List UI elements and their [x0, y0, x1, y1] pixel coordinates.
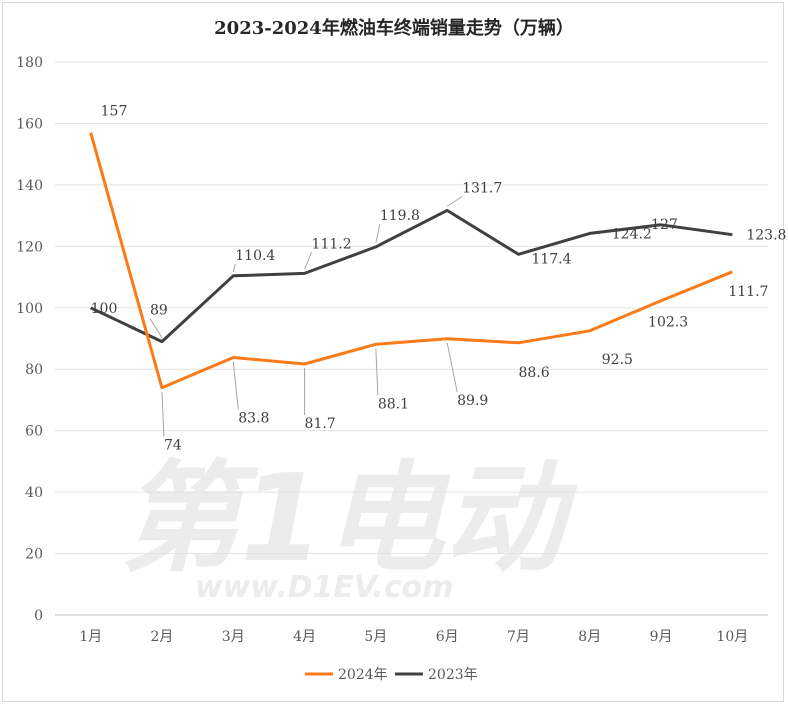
- x-tick-label: 3月: [222, 629, 245, 645]
- leader-lines: [149, 195, 463, 437]
- y-axis: 0 20 40 60 80 100 120 140 160 180: [16, 55, 43, 624]
- y-tick-label: 120: [16, 239, 43, 255]
- data-label: 110.4: [235, 248, 275, 264]
- data-label: 117.4: [531, 251, 571, 267]
- data-label: 131.7: [462, 180, 502, 196]
- watermark: 第1电动 www.D1EV.com: [120, 450, 578, 605]
- x-axis: 1月 2月 3月 4月 5月 6月 7月 8月 9月 10月: [79, 629, 748, 645]
- legend-label: 2024年: [338, 667, 388, 683]
- y-tick-label: 180: [16, 55, 43, 71]
- x-tick-label: 8月: [578, 629, 601, 645]
- legend: 2024年 2023年: [305, 667, 478, 683]
- series-lines: [89, 132, 733, 390]
- legend-label: 2023年: [428, 667, 478, 683]
- data-label: 74: [164, 438, 182, 454]
- data-label: 102.3: [648, 315, 688, 331]
- chart-title: 2023-2024年燃油车终端销量走势（万辆）: [214, 18, 574, 39]
- series-line: [89, 132, 733, 390]
- leader-line: [232, 361, 239, 410]
- leader-line: [149, 318, 163, 338]
- leader-line: [446, 195, 463, 207]
- data-label: 88.6: [518, 365, 549, 381]
- x-tick-label: 10月: [716, 629, 748, 645]
- y-tick-label: 60: [25, 424, 43, 440]
- data-label: 119.8: [380, 208, 420, 224]
- x-tick-label: 6月: [436, 629, 459, 645]
- x-tick-label: 2月: [150, 629, 173, 645]
- data-label: 89.9: [457, 393, 488, 409]
- legend-item: 2023年: [395, 667, 478, 683]
- x-tick-label: 5月: [364, 629, 387, 645]
- x-tick-label: 9月: [650, 629, 673, 645]
- watermark-url: www.D1EV.com: [195, 570, 454, 605]
- watermark-brand: 第1电动: [120, 450, 578, 589]
- data-label: 81.7: [305, 416, 336, 432]
- y-tick-label: 100: [16, 301, 43, 317]
- data-label: 124.2: [612, 226, 652, 242]
- leader-line: [304, 252, 313, 270]
- data-labels: 157 74 83.8 81.7 88.1 89.9 88.6 92.5 102.3 111.7 1…: [91, 104, 787, 454]
- data-label: 92.5: [602, 352, 633, 368]
- y-tick-label: 80: [25, 362, 43, 378]
- y-tick-label: 40: [25, 485, 43, 501]
- data-label: 100: [91, 301, 118, 317]
- data-label: 88.1: [378, 396, 409, 412]
- data-label: 83.8: [238, 411, 269, 427]
- data-label: 89: [150, 303, 168, 319]
- data-label: 127: [651, 217, 678, 233]
- y-tick-label: 160: [16, 116, 43, 132]
- leader-line: [375, 223, 381, 244]
- legend-item: 2024年: [305, 667, 388, 683]
- y-tick-label: 20: [25, 547, 43, 563]
- data-label: 111.7: [728, 284, 768, 300]
- y-tick-label: 0: [34, 608, 43, 624]
- leader-line: [161, 391, 165, 437]
- leader-line: [446, 342, 458, 392]
- x-tick-label: 4月: [293, 629, 316, 645]
- data-label: 157: [101, 104, 128, 120]
- series-line: [90, 208, 733, 344]
- leader-line: [375, 348, 379, 396]
- data-label: 111.2: [312, 236, 352, 252]
- x-tick-label: 1月: [79, 629, 102, 645]
- grid: [55, 61, 768, 616]
- data-label: 123.8: [746, 228, 786, 244]
- x-tick-label: 7月: [507, 629, 530, 645]
- leader-line: [232, 263, 236, 272]
- y-tick-label: 140: [16, 178, 43, 194]
